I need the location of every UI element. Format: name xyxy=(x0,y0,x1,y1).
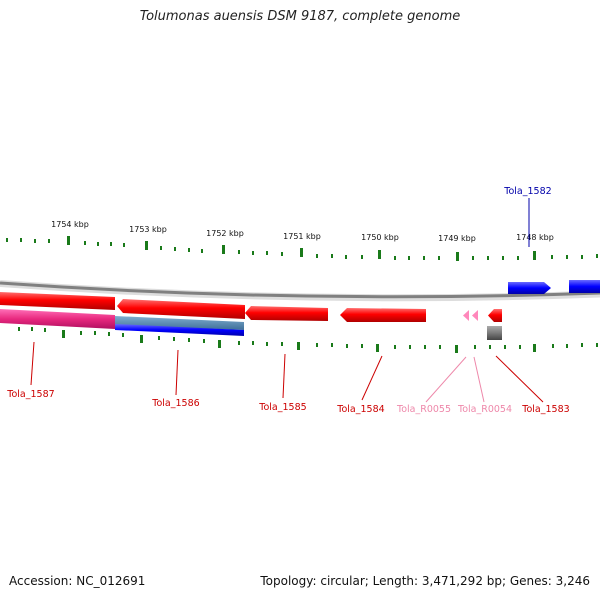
gene-arrow-tola-1585[interactable] xyxy=(245,306,328,321)
gene-block-tola-1586-blue[interactable] xyxy=(115,324,244,336)
scale-label-1754: 1754 kbp xyxy=(51,220,89,229)
leader-line-tola-r0054 xyxy=(473,356,485,403)
gene-label-tola-r0055[interactable]: Tola_R0055 xyxy=(396,404,451,415)
gene-arrow-tola-1584[interactable] xyxy=(340,308,426,322)
scale-label-1751: 1751 kbp xyxy=(283,232,321,241)
scale-label-1752: 1752 kbp xyxy=(206,229,244,238)
gene-label-tola-1583[interactable]: Tola_1583 xyxy=(521,404,569,415)
rna-arrow-tola-r0054[interactable] xyxy=(472,310,478,321)
leader-line-tola-1586 xyxy=(175,349,179,396)
gene-label-tola-1587[interactable]: Tola_1587 xyxy=(6,389,54,400)
gene-arrow-tola-1583[interactable] xyxy=(488,309,502,322)
leader-line-tola-r0055 xyxy=(425,356,467,403)
gene-label-tola-1582[interactable]: Tola_1582 xyxy=(503,186,551,197)
accession-text: Accession: NC_012691 xyxy=(9,574,146,588)
gene-block-tola-1583-pseudo[interactable] xyxy=(487,326,502,340)
gene-label-tola-1586[interactable]: Tola_1586 xyxy=(151,398,199,409)
scale-label-1750: 1750 kbp xyxy=(361,233,399,242)
genome-backbone-line xyxy=(0,281,600,299)
genome-stats-text: Topology: circular; Length: 3,471,292 bp… xyxy=(260,574,590,588)
outer-tick-ring xyxy=(6,236,598,261)
inner-tick-ring xyxy=(18,327,598,353)
leader-line-tola-1587 xyxy=(30,341,35,386)
leader-line-tola-1584 xyxy=(361,355,383,401)
gene-arrow-tola-1587-top[interactable] xyxy=(0,292,115,310)
gene-arrow-tola-1587[interactable] xyxy=(0,309,115,329)
leader-line-tola-1585 xyxy=(282,353,286,399)
scale-label-1749: 1749 kbp xyxy=(438,234,476,243)
gene-block-tola-1586-steel[interactable] xyxy=(115,316,244,330)
gene-arrow-tola-1582[interactable] xyxy=(508,282,551,294)
gene-arrow-forward-edge[interactable] xyxy=(569,280,600,293)
gene-label-tola-1584[interactable]: Tola_1584 xyxy=(336,404,384,415)
scale-label-1748: 1748 kbp xyxy=(516,233,554,242)
rna-arrow-tola-r0055[interactable] xyxy=(463,310,469,321)
map-title: Tolumonas auensis DSM 9187, complete gen… xyxy=(139,9,461,24)
leader-line-tola-1583 xyxy=(495,355,544,403)
scale-label-1753: 1753 kbp xyxy=(129,225,167,234)
gene-arrow-tola-1586-top[interactable] xyxy=(117,299,245,319)
gene-label-tola-r0054[interactable]: Tola_R0054 xyxy=(457,404,512,415)
gene-label-tola-1585[interactable]: Tola_1585 xyxy=(258,402,306,413)
